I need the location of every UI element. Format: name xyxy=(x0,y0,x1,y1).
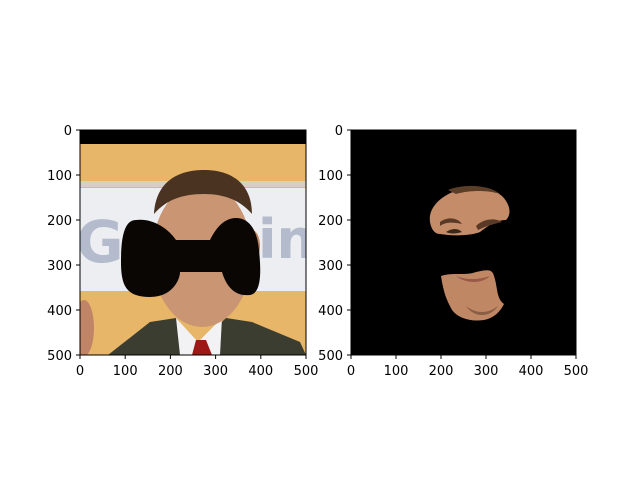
left-y-tick-label: 400 xyxy=(47,304,72,319)
left-x-tick-label: 0 xyxy=(76,364,84,379)
right-y-tick-label: 500 xyxy=(318,349,343,364)
right-y-tick-label: 0 xyxy=(335,124,343,139)
left-neighbor-hand xyxy=(74,300,94,356)
left-y-tick-label: 200 xyxy=(47,214,72,229)
right-x-tick-label: 200 xyxy=(429,364,454,379)
left-y-tick-label: 0 xyxy=(64,124,72,139)
top-black-bar xyxy=(80,130,306,144)
right-x-tick-label: 500 xyxy=(564,364,589,379)
black-field xyxy=(351,130,576,355)
left-x-tick-label: 100 xyxy=(113,364,138,379)
right-x-tick-label: 400 xyxy=(519,364,544,379)
left-x-tick-label: 500 xyxy=(294,364,319,379)
left-y-tick-label: 500 xyxy=(47,349,72,364)
right-y-tick-label: 100 xyxy=(318,169,343,184)
left-x-tick-label: 400 xyxy=(248,364,273,379)
left-y-tick-label: 300 xyxy=(47,259,72,274)
left-image-panel: Ge in xyxy=(74,130,315,356)
right-y-tick-label: 400 xyxy=(318,304,343,319)
right-x-tick-label: 0 xyxy=(347,364,355,379)
right-x-tick-label: 300 xyxy=(474,364,499,379)
right-y-tick-label: 300 xyxy=(318,259,343,274)
left-x-tick-label: 300 xyxy=(203,364,228,379)
right-y-tick-label: 200 xyxy=(318,214,343,229)
left-x-tick-label: 200 xyxy=(158,364,183,379)
right-image-panel xyxy=(351,130,576,355)
right-x-tick-label: 100 xyxy=(384,364,409,379)
left-y-tick-label: 100 xyxy=(47,169,72,184)
